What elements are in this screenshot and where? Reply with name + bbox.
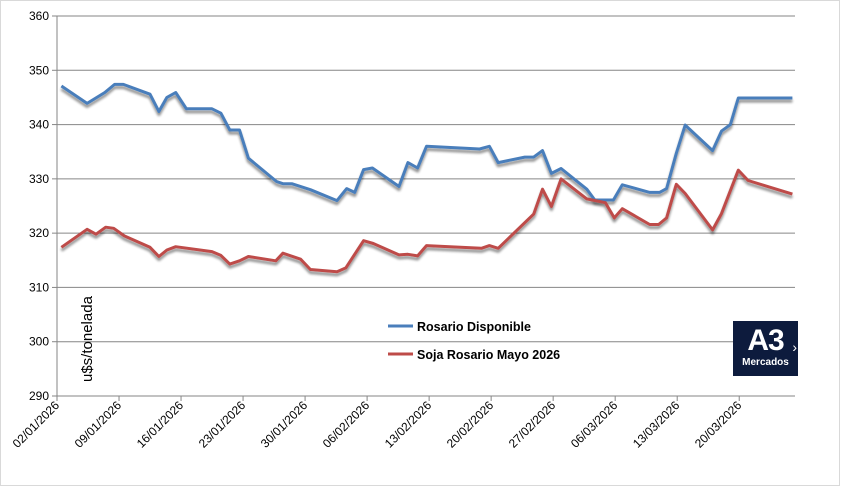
y-tick-label: 350 [29, 63, 49, 77]
legend: Rosario Disponible Soja Rosario Mayo 202… [388, 320, 560, 362]
y-tick-label: 290 [29, 389, 49, 403]
chevron-right-icon: › [792, 339, 797, 355]
y-tick-label: 330 [29, 172, 49, 186]
y-tick-label: 340 [29, 118, 49, 132]
legend-label-soja-rosario-mayo: Soja Rosario Mayo 2026 [417, 348, 560, 362]
legend-label-rosario-disponible: Rosario Disponible [417, 320, 531, 334]
y-axis-label: u$s/tonelada [79, 295, 96, 382]
y-tick-label: 320 [29, 226, 49, 240]
logo-mark: A3 [747, 324, 784, 357]
y-tick-label: 360 [29, 9, 49, 23]
y-tick-label: 300 [29, 335, 49, 349]
logo-text: Mercados [742, 357, 789, 368]
series-line-soja-rosario-mayo-2026 [60, 168, 793, 274]
series-line-rosario-disponible [60, 82, 793, 203]
a3-mercados-logo: A3 Mercados › [733, 321, 798, 376]
y-tick-label: 310 [29, 280, 49, 294]
